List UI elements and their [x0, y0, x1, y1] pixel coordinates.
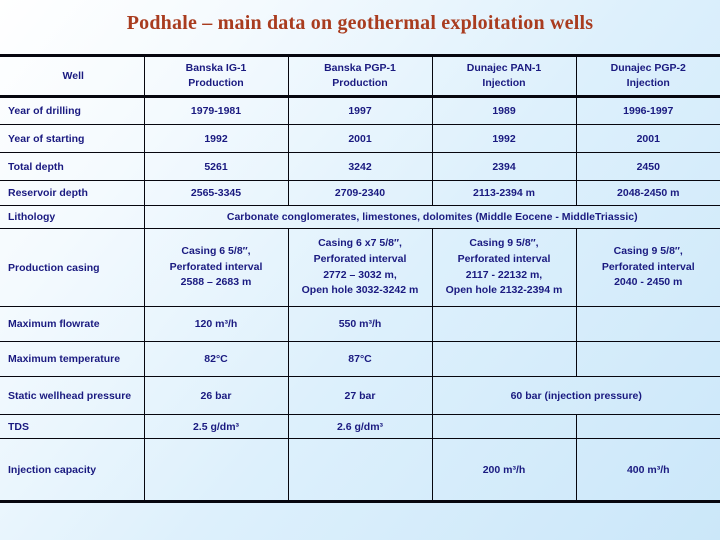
cell-value: Casing 6 5/8″, Perforated interval 2588 … [143, 228, 289, 307]
row-production-casing: Production casing Casing 6 5/8″, Perfora… [0, 228, 720, 307]
cell-value: 26 bar [143, 376, 289, 415]
cell-value: 200 m³/h [431, 438, 577, 503]
row-label: Maximum temperature [0, 341, 145, 377]
row-label: Reservoir depth [0, 180, 145, 206]
cell-value: 5261 [143, 152, 289, 181]
header-col-name: Banska IG-1 [185, 62, 247, 75]
cell-value: 3242 [287, 152, 433, 181]
row-injection-capacity: Injection capacity 200 m³/h 400 m³/h [0, 438, 720, 503]
header-col-name: Banska PGP-1 [324, 62, 396, 75]
cell-value: 1997 [287, 96, 433, 125]
header-banska-ig1: Banska IG-1 Production [143, 54, 289, 98]
header-dunajec-pan1: Dunajec PAN-1 Injection [431, 54, 577, 98]
cell-value: Casing 9 5/8″, Perforated interval 2040 … [575, 228, 720, 307]
cell-value: 550 m³/h [287, 306, 433, 342]
cell-value: Casing 9 5/8″, Perforated interval 2117 … [431, 228, 577, 307]
header-col-type: Injection [626, 77, 670, 89]
cell-value: 2450 [575, 152, 720, 181]
cell-value: 120 m³/h [143, 306, 289, 342]
row-label: Total depth [0, 152, 145, 181]
cell-value: 1989 [431, 96, 577, 125]
row-static-wellhead-pressure: Static wellhead pressure 26 bar 27 bar 6… [0, 376, 720, 415]
header-col-name: Dunajec PGP-2 [610, 62, 686, 75]
row-lithology: Lithology Carbonate conglomerates, limes… [0, 205, 720, 229]
row-label: Injection capacity [0, 438, 145, 503]
cell-value: 2.6 g/dm³ [287, 414, 433, 439]
row-label: Maximum flowrate [0, 306, 145, 342]
wells-data-table: Well Banska IG-1 Production Banska PGP-1… [0, 54, 720, 503]
cell-value [431, 306, 577, 342]
header-dunajec-pgp2: Dunajec PGP-2 Injection [575, 54, 720, 98]
row-total-depth: Total depth 5261 3242 2394 2450 [0, 152, 720, 181]
row-tds: TDS 2.5 g/dm³ 2.6 g/dm³ [0, 414, 720, 439]
cell-value: 2709-2340 [287, 180, 433, 206]
page-title: Podhale – main data on geothermal exploi… [126, 12, 594, 34]
row-year-of-starting: Year of starting 1992 2001 1992 2001 [0, 124, 720, 153]
cell-value [575, 414, 720, 439]
cell-value: 82°C [143, 341, 289, 377]
cell-value [143, 438, 289, 503]
cell-value: 1992 [431, 124, 577, 153]
cell-value: 2113-2394 m [431, 180, 577, 206]
row-label: Lithology [0, 205, 145, 229]
header-col-type: Production [332, 77, 388, 89]
cell-value: 2.5 g/dm³ [143, 414, 289, 439]
header-col-type: Production [188, 77, 244, 89]
cell-value: 2048-2450 m [575, 180, 720, 206]
row-label: Static wellhead pressure [0, 376, 145, 415]
row-label: Year of drilling [0, 96, 145, 125]
cell-value: Casing 6 x7 5/8″, Perforated interval 27… [287, 228, 433, 307]
header-col-name: Dunajec PAN-1 [466, 62, 542, 75]
header-banska-pgp1: Banska PGP-1 Production [287, 54, 433, 98]
cell-value: 1996-1997 [575, 96, 720, 125]
row-maximum-temperature: Maximum temperature 82°C 87°C [0, 341, 720, 377]
cell-value: 1992 [143, 124, 289, 153]
cell-value: 2001 [287, 124, 433, 153]
cell-value: 2001 [575, 124, 720, 153]
cell-value [431, 414, 577, 439]
cell-value: 27 bar [287, 376, 433, 415]
table-header-row: Well Banska IG-1 Production Banska PGP-1… [0, 54, 720, 98]
cell-injection-pressure-merged: 60 bar (injection pressure) [431, 376, 720, 415]
cell-value: 2394 [431, 152, 577, 181]
row-label: TDS [0, 414, 145, 439]
row-year-of-drilling: Year of drilling 1979-1981 1997 1989 199… [0, 96, 720, 125]
cell-value: 1979-1981 [143, 96, 289, 125]
cell-value: 2565-3345 [143, 180, 289, 206]
cell-lithology-merged: Carbonate conglomerates, limestones, dol… [143, 205, 720, 229]
row-label: Production casing [0, 228, 145, 307]
row-maximum-flowrate: Maximum flowrate 120 m³/h 550 m³/h [0, 306, 720, 342]
row-label: Year of starting [0, 124, 145, 153]
cell-value [575, 341, 720, 377]
cell-value: 400 m³/h [575, 438, 720, 503]
header-well: Well [0, 54, 145, 98]
cell-value [431, 341, 577, 377]
cell-value: 87°C [287, 341, 433, 377]
cell-value [287, 438, 433, 503]
header-col-type: Injection [482, 77, 526, 89]
row-reservoir-depth: Reservoir depth 2565-3345 2709-2340 2113… [0, 180, 720, 206]
cell-value [575, 306, 720, 342]
